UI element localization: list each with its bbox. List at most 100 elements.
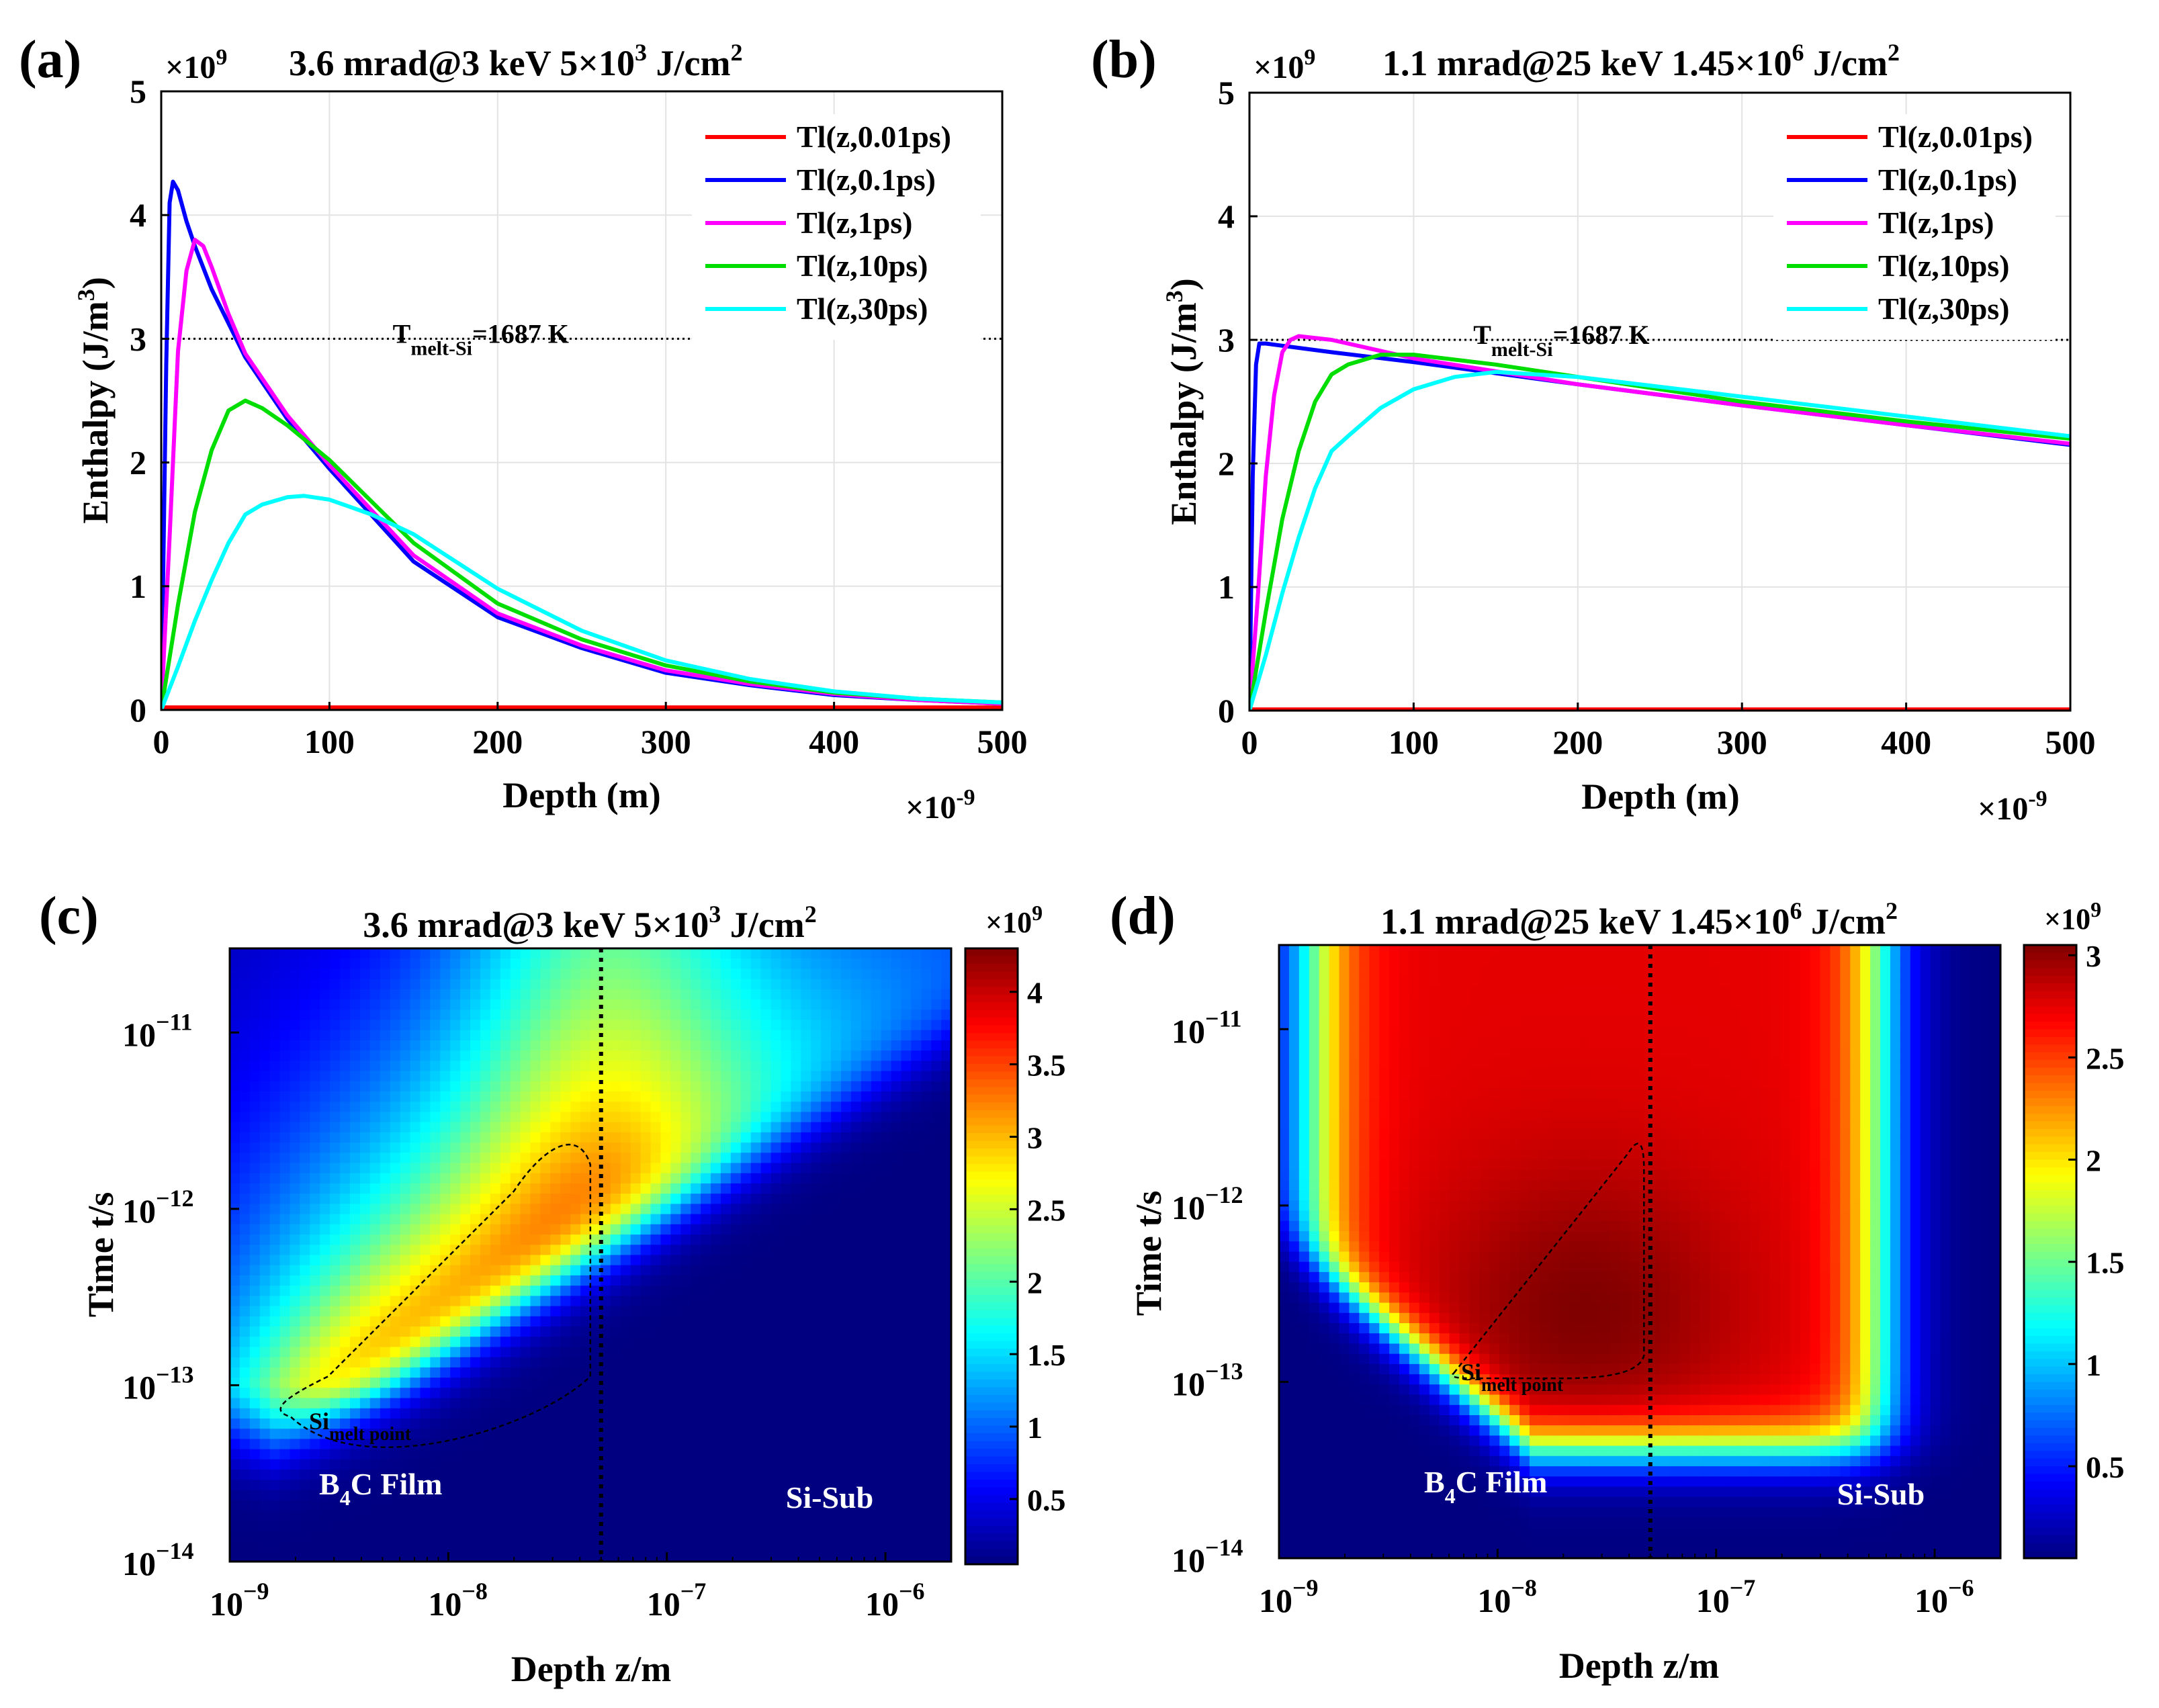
heatmap-cell	[760, 1204, 772, 1215]
heatmap-cell	[720, 1419, 732, 1429]
heatmap-cell	[350, 1480, 361, 1491]
heatmap-cell	[540, 1541, 552, 1552]
heatmap-cell	[369, 1490, 381, 1501]
heatmap-cell	[310, 1081, 320, 1092]
heatmap-cell	[831, 1245, 842, 1256]
heatmap-cell	[369, 1030, 381, 1041]
heatmap-cell	[1319, 996, 1330, 1007]
heatmap-cell	[369, 1480, 381, 1491]
heatmap-cell	[760, 1296, 772, 1307]
heatmap-cell	[320, 1030, 331, 1041]
heatmap-cell	[770, 979, 782, 990]
heatmap-cell	[901, 1378, 912, 1389]
heatmap-cell	[931, 1112, 942, 1123]
heatmap-cell	[1900, 975, 1911, 987]
heatmap-cell	[891, 1510, 902, 1521]
x-tick-label: 10−7	[647, 1578, 707, 1623]
heatmap-cell	[359, 948, 371, 959]
heatmap-cell	[1419, 996, 1430, 1007]
heatmap-cell	[691, 999, 701, 1011]
heatmap-cell	[881, 1449, 892, 1460]
heatmap-cell	[1469, 945, 1481, 956]
x-tick-label: 200	[1552, 723, 1603, 761]
heatmap-cell	[670, 1275, 681, 1286]
heatmap-cell	[440, 1408, 451, 1419]
heatmap-cell	[350, 1183, 361, 1194]
heatmap-cell	[610, 1367, 621, 1378]
heatmap-cell	[781, 1142, 792, 1154]
heatmap-cell	[510, 1050, 521, 1062]
heatmap-cell	[861, 1408, 872, 1419]
heatmap-cell	[290, 1173, 301, 1184]
heatmap-cell	[1298, 996, 1310, 1007]
heatmap-cell	[540, 1419, 552, 1429]
heatmap-cell	[670, 1327, 681, 1337]
heatmap-cell	[460, 1541, 471, 1552]
heatmap-cell	[650, 1470, 662, 1481]
heatmap-cell	[941, 1020, 951, 1031]
heatmap-cell	[850, 1480, 862, 1491]
heatmap-cell	[850, 1194, 862, 1205]
heatmap-cell	[610, 1030, 621, 1041]
heatmap-cell	[850, 1081, 862, 1092]
heatmap-cell	[821, 1541, 832, 1552]
heatmap-cell	[1970, 985, 1981, 997]
heatmap-cell	[1489, 996, 1500, 1007]
heatmap-cell	[540, 1398, 552, 1409]
heatmap-cell	[269, 1112, 281, 1123]
heatmap-cell	[701, 1132, 711, 1143]
heatmap-cell	[330, 1183, 341, 1194]
heatmap-cell	[931, 1204, 942, 1215]
heatmap-cell	[610, 1204, 621, 1215]
heatmap-cell	[279, 1500, 291, 1511]
heatmap-cell	[290, 1183, 301, 1194]
heatmap-cell	[1950, 965, 1962, 977]
heatmap-cell	[680, 1286, 691, 1297]
heatmap-cell	[410, 1265, 421, 1276]
heatmap-cell	[269, 1327, 281, 1337]
heatmap-cell	[730, 1050, 742, 1062]
heatmap-cell	[420, 1030, 431, 1041]
heatmap-cell	[1349, 975, 1360, 987]
heatmap-cell	[239, 1531, 251, 1542]
colorbar-cell	[965, 1156, 1018, 1165]
heatmap-cell	[610, 1122, 621, 1133]
heatmap-cell	[770, 1091, 782, 1102]
heatmap-cell	[230, 999, 240, 1011]
heatmap-cell	[861, 1020, 872, 1031]
heatmap-cell	[380, 1510, 391, 1521]
heatmap-cell	[670, 1510, 681, 1521]
heatmap-cell	[1930, 965, 1941, 977]
heatmap-cell	[590, 1347, 601, 1358]
heatmap-cell	[259, 1040, 271, 1051]
heatmap-cell	[811, 1061, 822, 1072]
heatmap-cell	[1640, 965, 1650, 977]
heatmap-cell	[520, 1500, 531, 1511]
heatmap-cell	[279, 1214, 291, 1225]
heatmap-cell	[1529, 996, 1540, 1007]
heatmap-cell	[510, 1327, 521, 1337]
heatmap-cell	[540, 1153, 552, 1164]
heatmap-cell	[1840, 945, 1851, 956]
heatmap-cell	[420, 1061, 431, 1072]
heatmap-cell	[701, 1316, 711, 1327]
heatmap-cell	[230, 1142, 240, 1154]
heatmap-cell	[720, 958, 732, 970]
heatmap-cell	[691, 1163, 701, 1174]
heatmap-cell	[510, 1122, 521, 1133]
heatmap-cell	[740, 1091, 752, 1102]
heatmap-cell	[239, 1459, 251, 1470]
heatmap-cell	[230, 1286, 240, 1297]
heatmap-cell	[490, 1040, 501, 1051]
heatmap-cell	[560, 1367, 571, 1378]
heatmap-cell	[259, 1286, 271, 1297]
heatmap-cell	[760, 1398, 772, 1409]
heatmap-cell	[720, 1061, 732, 1072]
heatmap-cell	[1610, 965, 1620, 977]
heatmap-cell	[520, 969, 531, 980]
heatmap-cell	[410, 948, 421, 959]
heatmap-cell	[1769, 985, 1781, 997]
heatmap-cell	[259, 1275, 271, 1286]
heatmap-cell	[901, 1296, 912, 1307]
